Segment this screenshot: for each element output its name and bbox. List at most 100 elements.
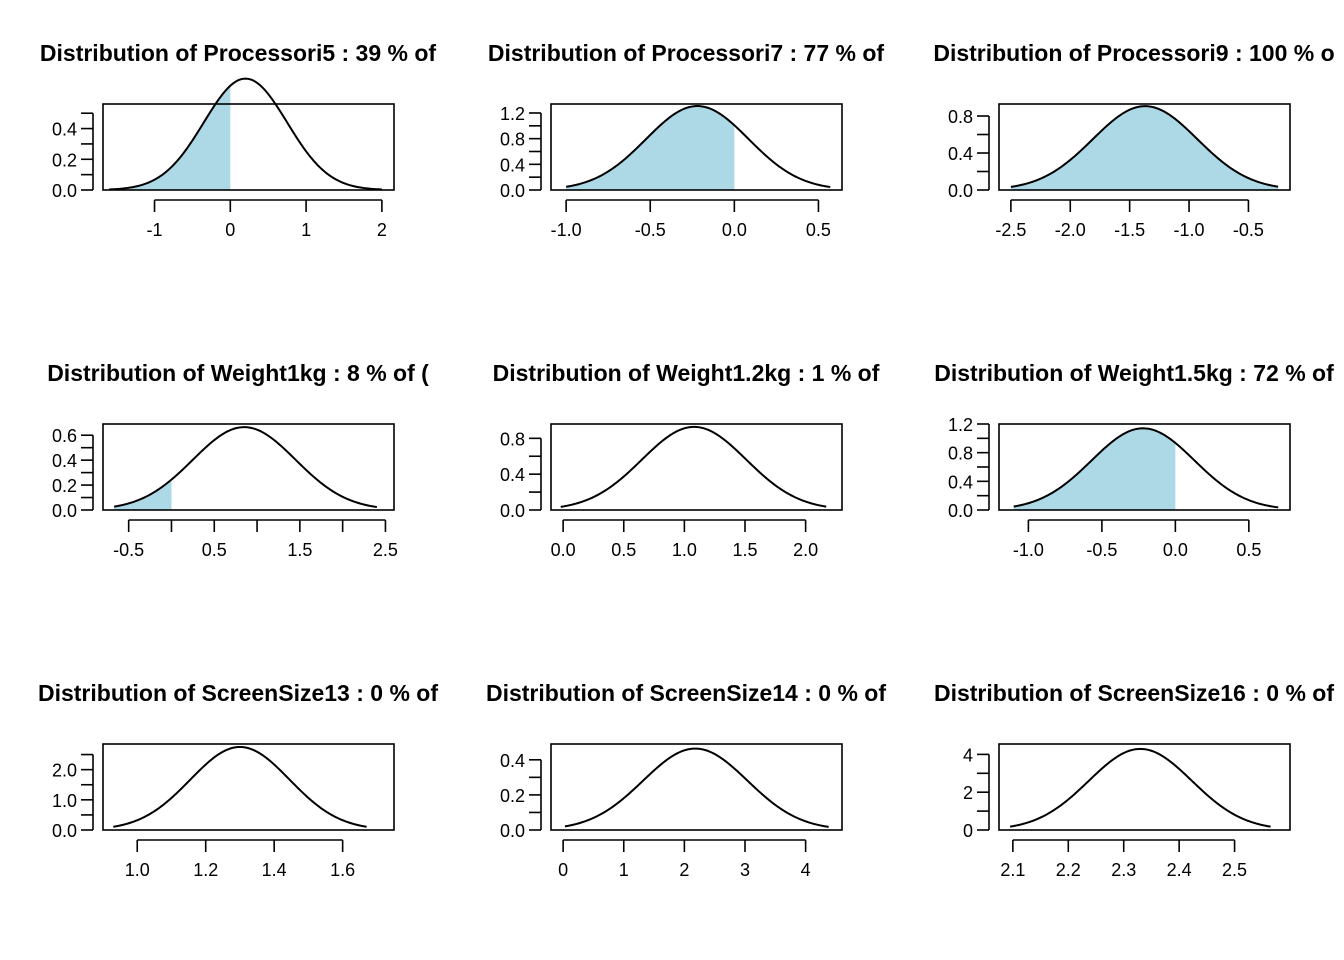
panel-title: Distribution of ScreenSize14 : 0 % of xyxy=(486,680,886,706)
x-tick-label: -1.5 xyxy=(1114,220,1145,240)
y-tick-label: 1.2 xyxy=(948,415,973,435)
y-tick-label: 0.0 xyxy=(500,821,525,841)
x-axis: -1 0 1 2 xyxy=(147,199,387,240)
plot-frame xyxy=(550,743,843,831)
panel-title: Distribution of Weight1kg : 8 % of ( xyxy=(47,360,429,386)
x-tick-label: 0.5 xyxy=(1236,540,1261,560)
panel-6: Distribution of Weight1.5kg : 72 % of -1.… xyxy=(934,360,1334,560)
density-curve xyxy=(113,426,378,509)
y-tick-label: 0.2 xyxy=(52,476,77,496)
x-tick-label: -2.5 xyxy=(995,220,1026,240)
x-tick-label: -1 xyxy=(147,220,163,240)
panel-5: Distribution of Weight1.2kg : 1 % of0.0 0… xyxy=(493,360,880,560)
shaded-area xyxy=(114,479,172,510)
y-tick-label: 0.2 xyxy=(500,786,525,806)
shaded-area xyxy=(566,106,735,190)
x-tick-label: -0.5 xyxy=(1233,220,1264,240)
x-axis: -1.0 -0.5 0.0 0.5 xyxy=(551,199,831,240)
y-tick-label: 0.8 xyxy=(500,130,525,150)
density-curve xyxy=(565,105,831,189)
panel-title: Distribution of Processori9 : 100 % o xyxy=(933,40,1334,66)
y-tick-label: 4 xyxy=(963,745,973,765)
x-tick-label: 2.0 xyxy=(793,540,818,560)
x-tick-label: 1.2 xyxy=(193,860,218,880)
y-tick-label: 1.0 xyxy=(52,791,77,811)
x-tick-label: 0.5 xyxy=(806,220,831,240)
y-tick-label: 0.8 xyxy=(948,107,973,127)
plot-frame xyxy=(998,103,1291,191)
y-tick-label: 0.0 xyxy=(52,501,77,521)
plot-frame xyxy=(550,103,843,191)
x-tick-label: 0.0 xyxy=(551,540,576,560)
x-axis: 0.0 0.5 1.0 1.5 2.0 xyxy=(551,519,818,560)
x-tick-label: 1.5 xyxy=(287,540,312,560)
x-tick-label: -0.5 xyxy=(635,220,666,240)
plot-frame xyxy=(550,423,843,511)
panel-3: Distribution of Processori9 : 100 % o -2.… xyxy=(933,40,1334,240)
x-tick-label: -1.0 xyxy=(551,220,582,240)
y-tick-label: 0 xyxy=(963,821,973,841)
x-tick-label: 2 xyxy=(679,860,689,880)
density-curve xyxy=(560,425,827,508)
x-tick-label: -2.0 xyxy=(1055,220,1086,240)
x-tick-label: 1.0 xyxy=(125,860,150,880)
x-tick-label: 0.5 xyxy=(202,540,227,560)
panel-8: Distribution of ScreenSize14 : 0 % of 0 1 2… xyxy=(486,680,886,880)
panel-title: Distribution of Processori5 : 39 % of xyxy=(40,40,437,66)
x-tick-label: 2.4 xyxy=(1167,860,1192,880)
y-tick-label: 2 xyxy=(963,783,973,803)
panel-title: Distribution of ScreenSize16 : 0 % of xyxy=(934,680,1334,706)
x-tick-label: 1 xyxy=(301,220,311,240)
x-tick-label: 3 xyxy=(740,860,750,880)
panel-title: Distribution of Processori7 : 77 % of xyxy=(488,40,885,66)
density-curve xyxy=(1013,427,1279,509)
panel-1: Distribution of Processori5 : 39 % of -1 0… xyxy=(40,40,437,240)
x-tick-label: 2 xyxy=(377,220,387,240)
y-tick-label: 0.4 xyxy=(948,472,973,492)
shaded-area xyxy=(109,85,231,190)
panel-title: Distribution of Weight1.2kg : 1 % of xyxy=(493,360,880,386)
density-curve xyxy=(113,745,367,828)
x-tick-label: 2.5 xyxy=(373,540,398,560)
y-axis: 0.0 0.4 0.8 xyxy=(500,429,542,521)
x-tick-label: 1 xyxy=(619,860,629,880)
y-tick-label: 0.4 xyxy=(500,751,525,771)
panel-4: Distribution of Weight1kg : 8 % of ( -0.5… xyxy=(47,360,429,560)
y-axis: 0.0 0.4 0.8 xyxy=(948,107,990,201)
plot-frame xyxy=(102,103,395,191)
density-curve xyxy=(1009,747,1271,828)
density-curve xyxy=(564,747,829,828)
panel-9: Distribution of ScreenSize16 : 0 % of 2.1… xyxy=(934,680,1334,880)
plot-frame xyxy=(102,423,395,511)
x-tick-label: -0.5 xyxy=(113,540,144,560)
y-axis: 0.0 0.2 0.4 xyxy=(500,751,542,841)
x-axis: 2.1 2.2 2.3 2.4 2.5 xyxy=(1000,839,1247,880)
y-tick-label: 0.4 xyxy=(52,120,77,140)
y-tick-label: 1.2 xyxy=(500,104,525,124)
y-tick-label: 0.0 xyxy=(948,501,973,521)
x-tick-label: -1.0 xyxy=(1174,220,1205,240)
density-curve xyxy=(109,77,382,191)
shaded-area xyxy=(1013,428,1176,510)
y-axis: 0.0 1.0 2.0 xyxy=(52,753,94,841)
x-tick-label: 2.5 xyxy=(1222,860,1247,880)
y-tick-label: 0.0 xyxy=(500,181,525,201)
y-axis: 0.0 0.2 0.4 xyxy=(52,112,94,201)
x-tick-label: 4 xyxy=(801,860,811,880)
y-tick-label: 0.4 xyxy=(500,155,525,175)
y-tick-label: 0.8 xyxy=(948,444,973,464)
x-tick-label: 0 xyxy=(558,860,568,880)
x-axis: -2.5 -2.0 -1.5 -1.0 -0.5 xyxy=(995,199,1264,240)
y-tick-label: 0.4 xyxy=(500,465,525,485)
y-tick-label: 0.8 xyxy=(500,429,525,449)
y-axis: 0.0 0.2 0.4 0.6 xyxy=(52,426,94,521)
x-axis: -0.5 0.5 1.5 2.5 xyxy=(113,519,398,560)
x-tick-label: 2.1 xyxy=(1000,860,1025,880)
x-tick-label: 2.3 xyxy=(1111,860,1136,880)
y-tick-label: 0.6 xyxy=(52,426,77,446)
x-axis: -1.0 -0.5 0.0 0.5 xyxy=(1013,519,1261,560)
y-axis: 0 2 4 xyxy=(963,745,990,841)
y-tick-label: 0.4 xyxy=(52,451,77,471)
y-tick-label: 0.2 xyxy=(52,150,77,170)
